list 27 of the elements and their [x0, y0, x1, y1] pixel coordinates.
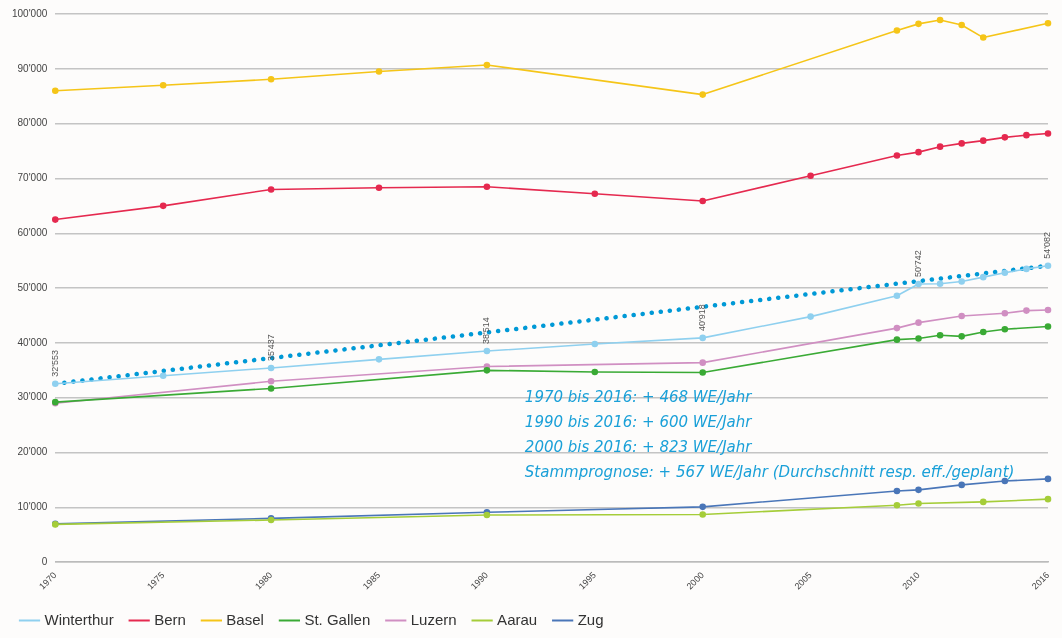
annotation: 32'553	[49, 350, 60, 377]
y-tick-label: 80'000	[17, 117, 48, 129]
annotation: 35'437	[265, 334, 276, 361]
y-tick-label: 100'000	[12, 7, 48, 19]
legend-label: Basel	[226, 610, 264, 628]
annotation: 1990 bis 2016: + 600 WE/Jahr	[524, 412, 753, 431]
y-tick-label: 40'000	[17, 336, 48, 348]
legend-label: Zug	[577, 610, 604, 628]
annotation: 40'918	[697, 304, 708, 331]
y-tick-label: 20'000	[17, 446, 48, 458]
annotation: 1970 bis 2016: + 468 WE/Jahr	[524, 387, 753, 406]
y-tick-label: 30'000	[17, 391, 48, 403]
legend-label: Bern	[154, 610, 186, 628]
y-tick-label: 50'000	[17, 281, 48, 293]
annotation: 2000 bis 2016: + 823 WE/Jahr	[524, 437, 753, 456]
y-tick-label: 60'000	[17, 227, 48, 239]
legend-label: Luzern	[410, 610, 457, 628]
y-tick-label: 10'000	[17, 501, 48, 513]
legend-label: Winterthur	[44, 610, 114, 628]
legend-label: St. Gallen	[304, 610, 371, 628]
y-tick-label: 70'000	[17, 172, 48, 184]
y-tick-label: 90'000	[17, 62, 48, 74]
legend-label: Aarau	[497, 610, 538, 628]
y-tick-label: 0	[41, 555, 48, 567]
annotation: 38'514	[481, 317, 492, 345]
annotation: 50'742	[913, 250, 923, 278]
annotation: 54'082	[1042, 231, 1053, 259]
